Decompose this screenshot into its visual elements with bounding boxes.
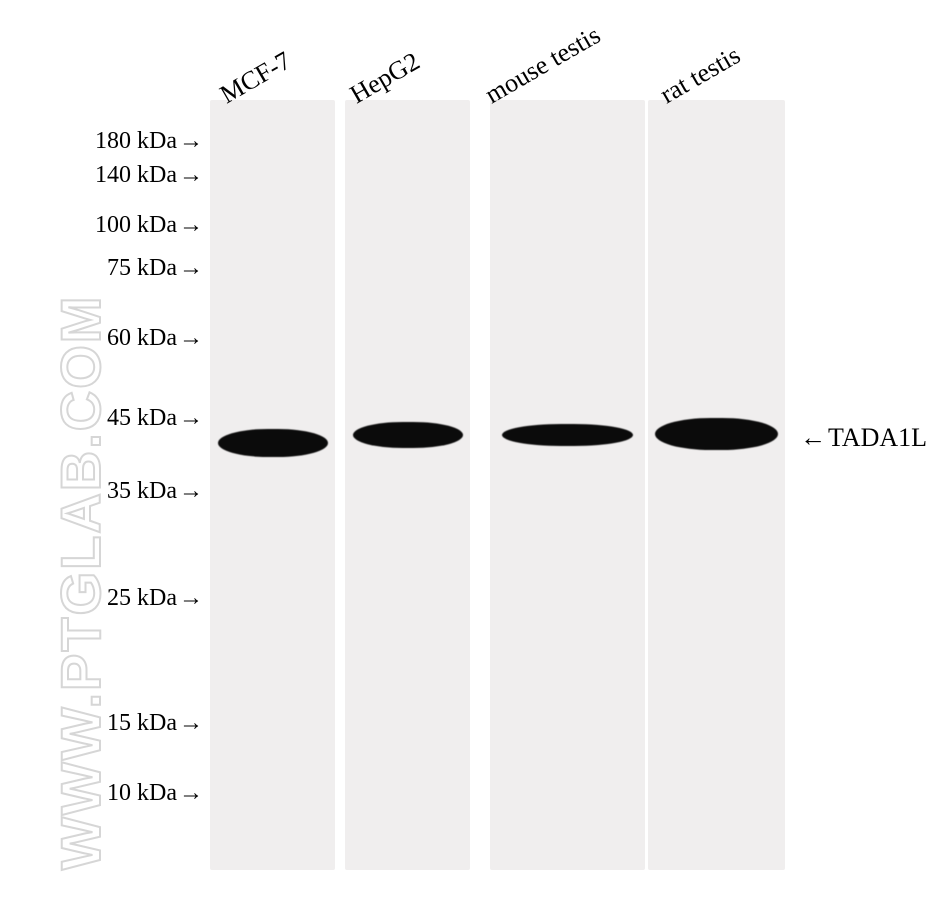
lane [345, 100, 470, 870]
arrow-right-icon: → [179, 325, 203, 352]
arrow-right-icon: → [179, 585, 203, 612]
ladder-label: 140 kDa→ [50, 162, 203, 189]
lane [490, 100, 645, 870]
ladder-text: 180 kDa [95, 128, 177, 154]
ladder-text: 140 kDa [95, 162, 177, 188]
ladder-text: 25 kDa [107, 585, 177, 611]
arrow-right-icon: → [179, 478, 203, 505]
lane-label: mouse testis [480, 20, 606, 110]
arrow-right-icon: → [179, 212, 203, 239]
ladder-text: 60 kDa [107, 325, 177, 351]
band [655, 418, 778, 450]
ladder-label: 25 kDa→ [50, 585, 203, 612]
ladder-label: 15 kDa→ [50, 710, 203, 737]
ladder-text: 45 kDa [107, 405, 177, 431]
ladder-label: 60 kDa→ [50, 325, 203, 352]
ladder-text: 15 kDa [107, 710, 177, 736]
ladder-label: 75 kDa→ [50, 255, 203, 282]
arrow-right-icon: → [179, 128, 203, 155]
ladder-label: 35 kDa→ [50, 478, 203, 505]
arrow-right-icon: → [179, 710, 203, 737]
ladder-text: 10 kDa [107, 780, 177, 806]
band [502, 424, 632, 446]
band [218, 429, 328, 457]
ladder-text: 100 kDa [95, 212, 177, 238]
ladder-text: 35 kDa [107, 478, 177, 504]
left-arrow-icon: ← [800, 423, 826, 453]
ladder-text: 75 kDa [107, 255, 177, 281]
arrow-right-icon: → [179, 405, 203, 432]
ladder-label: 45 kDa→ [50, 405, 203, 432]
arrow-right-icon: → [179, 780, 203, 807]
arrow-right-icon: → [179, 255, 203, 282]
blot-figure: WWW.PTGLAB.COM 180 kDa→140 kDa→100 kDa→7… [50, 10, 950, 890]
lane [648, 100, 785, 870]
lane [210, 100, 335, 870]
ladder-label: 100 kDa→ [50, 212, 203, 239]
target-label: ←TADA1L [800, 423, 927, 453]
target-text: TADA1L [828, 423, 927, 452]
ladder-label: 180 kDa→ [50, 128, 203, 155]
arrow-right-icon: → [179, 162, 203, 189]
band [353, 422, 463, 448]
ladder-label: 10 kDa→ [50, 780, 203, 807]
